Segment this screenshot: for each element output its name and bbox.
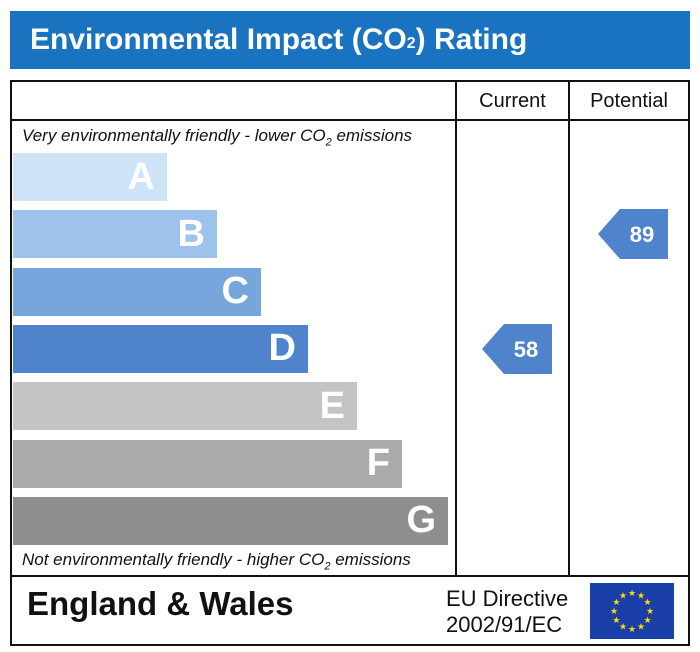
directive-line-1: EU Directive xyxy=(446,586,569,611)
bottom-caption-suffix: emissions xyxy=(330,550,411,569)
footer-divider xyxy=(10,575,690,577)
eu-star-icon: ★ xyxy=(612,598,620,608)
directive-line-2: 2002/91/EC xyxy=(446,612,563,637)
eu-star-icon: ★ xyxy=(646,607,654,617)
eu-star-icon: ★ xyxy=(628,625,636,635)
current-column-divider xyxy=(455,80,457,577)
current-rating-value: 58 xyxy=(513,337,537,362)
bottom-caption: Not environmentally friendly - higher CO… xyxy=(22,550,411,572)
current-column-header: Current xyxy=(479,89,546,112)
bottom-caption-prefix: Not environmentally friendly - higher CO xyxy=(22,550,325,569)
potential-rating-value: 89 xyxy=(630,222,654,247)
band-letter-f: F xyxy=(366,442,390,484)
bottom-caption-subscript: 2 xyxy=(324,560,331,573)
chart-title: Environmental Impact (CO 2) Rating xyxy=(10,11,690,69)
eu-star-icon: ★ xyxy=(628,589,636,599)
band-letter-a: A xyxy=(127,155,155,198)
top-caption: Very environmentally friendly - lower CO… xyxy=(22,126,412,148)
top-caption-subscript: 2 xyxy=(325,136,332,149)
eu-star-icon: ★ xyxy=(619,591,627,601)
band-letter-b: B xyxy=(177,212,205,255)
band-letter-g: G xyxy=(406,499,436,542)
potential-column-divider xyxy=(568,80,570,577)
eu-star-icon: ★ xyxy=(644,616,652,626)
potential-column-header: Potential xyxy=(590,89,668,112)
band-f: F xyxy=(13,439,402,488)
band-b: B xyxy=(13,210,217,259)
region-label: England & Wales xyxy=(27,585,294,622)
band-d: D xyxy=(13,324,308,373)
eu-flag-icon: ★ ★★★★★★★★★★★ xyxy=(590,583,674,639)
title-subscript: 2 xyxy=(406,35,416,52)
band-c: C xyxy=(13,267,261,316)
eu-star-icon: ★ xyxy=(637,591,645,601)
band-letter-c: C xyxy=(221,270,249,313)
band-a: A xyxy=(13,153,167,201)
current-rating-marker: 58 xyxy=(481,323,552,374)
band-g: G xyxy=(13,496,448,545)
potential-rating-marker: 89 xyxy=(598,209,668,260)
current-rating-arrow xyxy=(481,323,552,374)
potential-rating-arrow xyxy=(598,209,668,260)
header-row-divider xyxy=(10,119,690,121)
eu-star-icon: ★ xyxy=(612,616,620,626)
top-caption-suffix: emissions xyxy=(331,126,413,145)
eu-star-icon: ★ xyxy=(619,623,627,633)
title-prefix: Environmental Impact (CO xyxy=(30,23,407,56)
band-letter-d: D xyxy=(268,327,296,370)
eu-star-icon: ★ xyxy=(637,623,645,633)
band-letter-e: E xyxy=(319,384,345,427)
eu-star-icon: ★ xyxy=(644,598,652,608)
band-e: E xyxy=(13,382,357,431)
eu-star-icon: ★ xyxy=(610,607,618,617)
top-caption-prefix: Very environmentally friendly - lower CO xyxy=(22,126,326,145)
title-suffix: ) Rating xyxy=(415,23,528,56)
rating-table-frame xyxy=(10,80,690,646)
